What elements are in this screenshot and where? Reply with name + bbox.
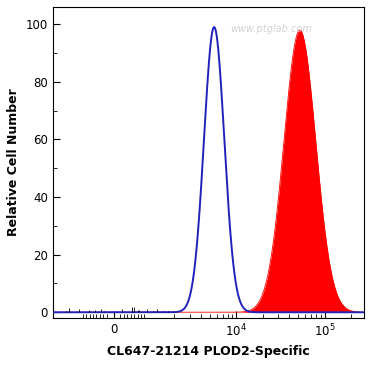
Y-axis label: Relative Cell Number: Relative Cell Number — [7, 89, 20, 237]
X-axis label: CL647-21214 PLOD2-Specific: CL647-21214 PLOD2-Specific — [107, 345, 310, 358]
Text: www.ptglab.com: www.ptglab.com — [230, 24, 312, 34]
